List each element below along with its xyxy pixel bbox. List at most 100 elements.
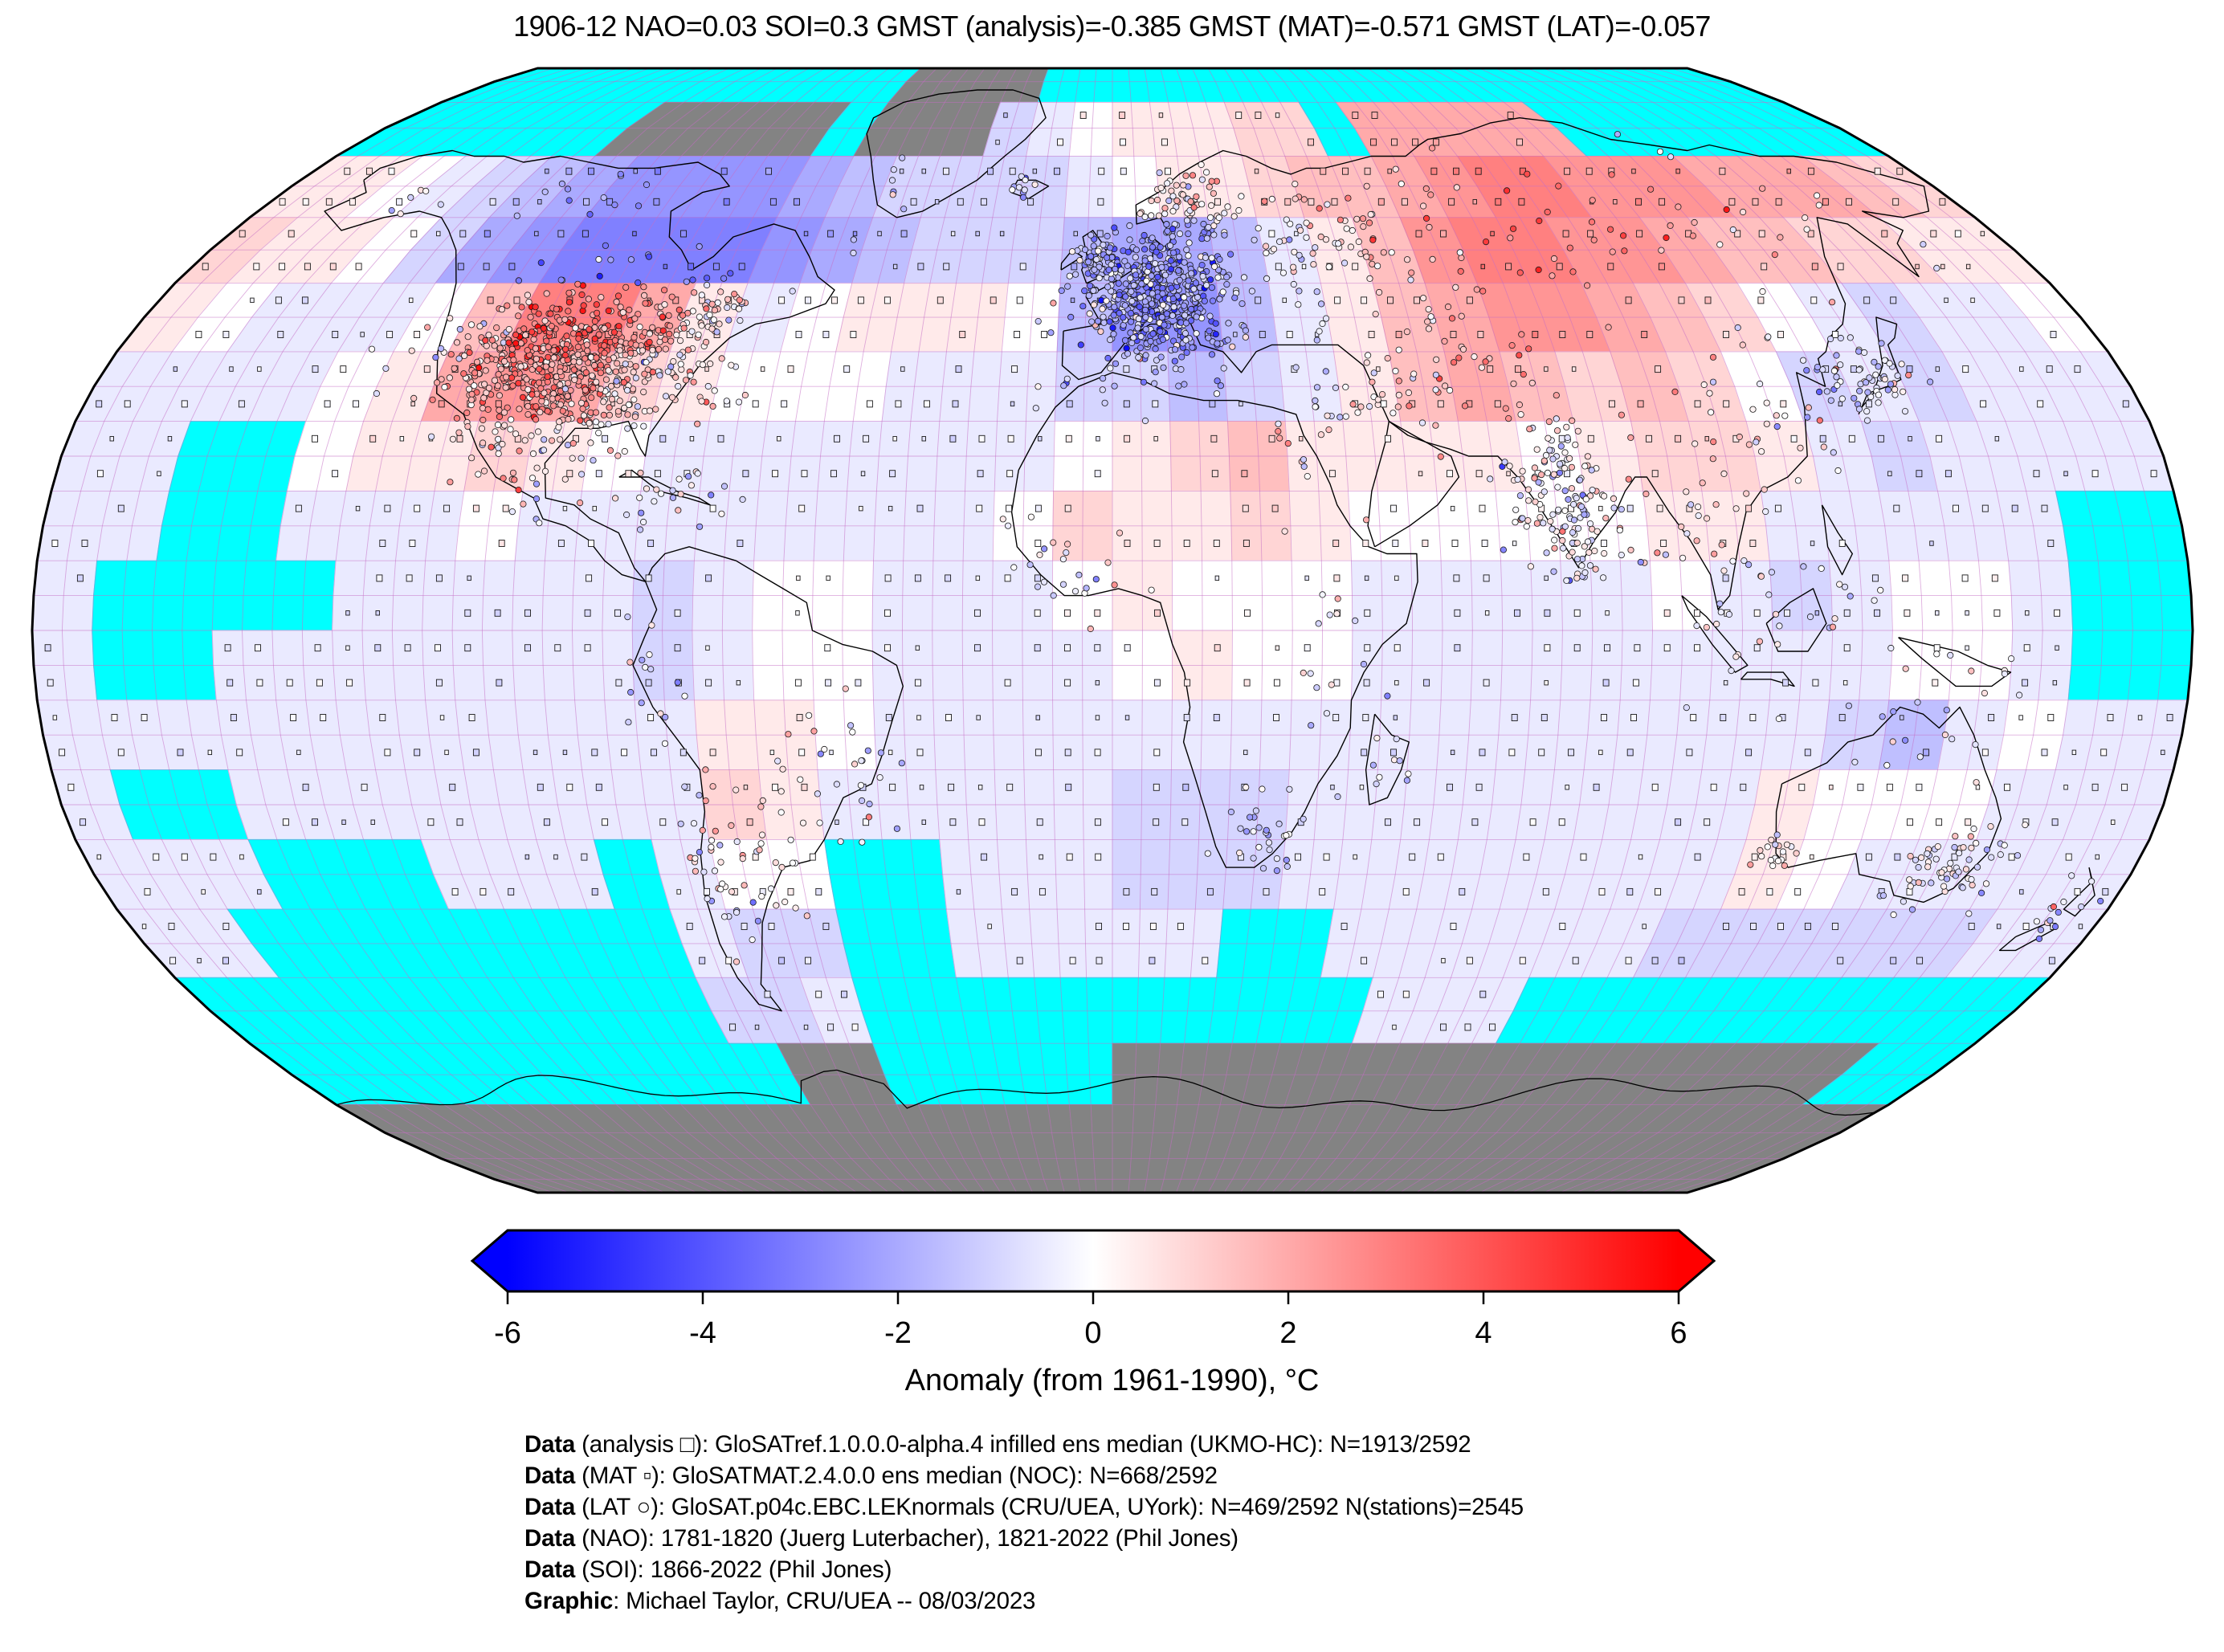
station-marker: [1283, 856, 1290, 864]
analysis-marker: [355, 263, 362, 271]
station-marker: [688, 328, 696, 335]
analysis-marker: [1753, 644, 1761, 652]
analysis-marker: [1850, 365, 1857, 373]
station-marker: [1313, 384, 1321, 391]
station-marker: [1581, 463, 1589, 470]
station-marker: [640, 422, 647, 430]
station-marker: [565, 197, 573, 204]
analysis-marker: [1447, 783, 1453, 791]
analysis-marker: [606, 198, 614, 206]
attribution-line: Data (MAT ▫): GloSATMAT.2.4.0.0 ens medi…: [524, 1460, 1524, 1491]
analysis-marker: [1752, 198, 1759, 206]
station-marker: [483, 342, 490, 349]
station-marker: [1124, 248, 1132, 255]
station-marker: [451, 365, 458, 372]
station-marker: [1704, 515, 1711, 522]
station-marker: [1745, 441, 1753, 448]
station-marker: [1149, 290, 1156, 297]
analysis-marker: [457, 263, 464, 271]
analysis-marker: [1784, 609, 1790, 617]
station-marker: [1315, 620, 1322, 627]
mat-marker: [632, 230, 637, 237]
station-marker: [2001, 842, 2008, 849]
station-marker: [520, 500, 527, 508]
station-marker: [1960, 844, 1967, 851]
station-marker: [611, 495, 619, 502]
station-marker: [656, 372, 663, 379]
analysis-marker: [1892, 198, 1900, 206]
station-marker: [427, 433, 435, 440]
station-marker: [1501, 459, 1508, 466]
analysis-marker: [409, 540, 416, 547]
analysis-marker: [659, 818, 667, 826]
station-marker: [640, 283, 647, 291]
station-marker: [1887, 381, 1894, 388]
station-marker: [1556, 469, 1564, 476]
analysis-marker: [943, 263, 950, 271]
station-marker: [1525, 497, 1532, 504]
mat-marker: [109, 436, 114, 442]
analysis-marker: [978, 818, 985, 826]
station-marker: [1403, 328, 1411, 336]
analysis-marker: [614, 609, 621, 617]
station-marker: [662, 393, 670, 400]
station-marker: [1879, 892, 1887, 899]
analysis-marker: [1308, 138, 1314, 146]
station-marker: [1970, 825, 1977, 833]
station-marker: [704, 895, 711, 903]
analysis-marker: [1466, 957, 1473, 965]
station-marker: [600, 411, 607, 419]
colorbar-tick-label: 2: [1279, 1316, 1296, 1350]
analysis-marker: [472, 504, 479, 512]
analysis-marker: [1390, 748, 1397, 757]
station-marker: [471, 382, 478, 390]
station-marker: [622, 351, 629, 359]
station-marker: [577, 399, 586, 406]
station-marker: [1734, 324, 1741, 332]
attribution-line-label: Graphic: [524, 1588, 614, 1614]
mat-marker: [916, 715, 921, 720]
station-marker: [1461, 402, 1469, 410]
station-marker: [1173, 197, 1181, 204]
analysis-marker: [827, 230, 835, 238]
station-marker: [1318, 300, 1325, 308]
station-marker: [1163, 221, 1170, 228]
station-marker: [1204, 850, 1211, 857]
station-marker: [1111, 224, 1118, 231]
station-marker: [614, 292, 622, 300]
analysis-marker: [1494, 400, 1501, 408]
station-marker: [1363, 253, 1370, 260]
station-marker: [1009, 186, 1016, 194]
analysis-marker: [1214, 644, 1221, 652]
station-marker: [1514, 475, 1521, 483]
station-marker: [1122, 280, 1129, 288]
station-marker: [1287, 220, 1294, 227]
station-marker: [561, 475, 569, 483]
station-marker: [576, 358, 583, 365]
analysis-marker: [1385, 434, 1391, 443]
station-marker: [1158, 313, 1165, 321]
station-marker: [1341, 259, 1349, 267]
station-marker: [553, 305, 560, 312]
analysis-marker: [2051, 818, 2059, 826]
station-marker: [1543, 451, 1550, 459]
analysis-marker: [302, 783, 309, 791]
station-marker: [1168, 284, 1175, 292]
station-marker: [695, 331, 702, 338]
station-marker: [1189, 172, 1197, 179]
station-marker: [1505, 414, 1512, 422]
coastline: [1998, 922, 2055, 952]
analysis-marker: [1890, 296, 1897, 304]
analysis-marker: [1843, 644, 1851, 652]
station-marker: [1793, 850, 1800, 857]
station-marker: [1427, 191, 1434, 198]
station-marker: [1512, 506, 1520, 513]
station-marker: [1120, 314, 1127, 321]
mat-marker: [676, 889, 681, 895]
analysis-marker: [1011, 365, 1018, 373]
analysis-marker: [459, 230, 467, 238]
analysis-marker: [2011, 504, 2018, 512]
grid-cell: [1063, 156, 1113, 218]
analysis-marker: [857, 296, 864, 304]
station-marker: [597, 385, 605, 393]
